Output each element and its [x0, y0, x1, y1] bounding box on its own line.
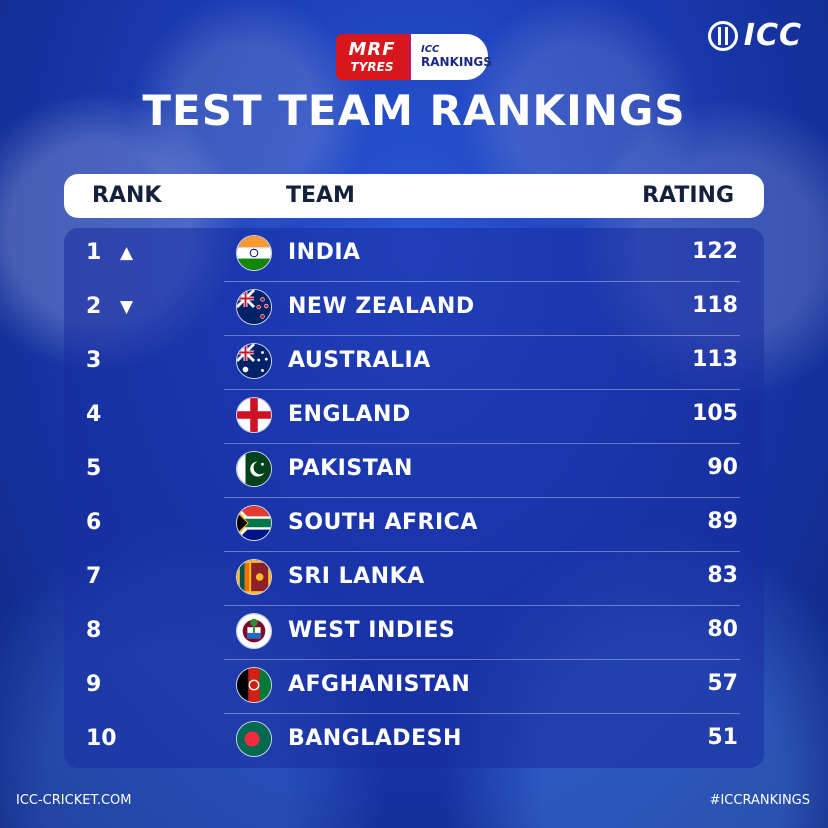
team-rating: 122 — [692, 239, 738, 264]
team-name: INDIA — [288, 240, 361, 265]
table-row: 9 AFGHANISTAN 57 — [64, 660, 764, 714]
mrf-tyres-logo: MRF TYRES — [336, 34, 408, 80]
team-name: AUSTRALIA — [288, 348, 431, 373]
rank-up-arrow-icon: ▲ — [120, 243, 134, 263]
icc-logo: ICC — [707, 18, 802, 53]
team-column-header: TEAM — [286, 183, 355, 208]
england-flag-icon — [236, 397, 272, 433]
row-divider — [224, 281, 740, 282]
team-rating: 105 — [692, 401, 738, 426]
rank-number: 5 — [86, 456, 102, 481]
rank-column-header: RANK — [92, 183, 162, 208]
team-rating: 118 — [692, 293, 738, 318]
rank-number: 7 — [86, 564, 102, 589]
table-row: 7 SRI LANKA 83 — [64, 552, 764, 606]
row-divider — [224, 443, 740, 444]
row-divider — [224, 551, 740, 552]
row-divider — [224, 335, 740, 336]
india-flag-icon — [236, 235, 272, 271]
rank-down-arrow-icon: ▼ — [120, 297, 134, 317]
team-rating: 83 — [707, 563, 738, 588]
row-divider — [224, 389, 740, 390]
rankings-text: RANKINGS — [421, 54, 492, 69]
table-row: 3 AUSTRALIA 113 — [64, 336, 764, 390]
south-africa-flag-icon — [236, 505, 272, 541]
icc-logo-text: ICC — [743, 18, 802, 53]
pakistan-flag-icon — [236, 451, 272, 487]
team-name: PAKISTAN — [288, 456, 413, 481]
team-name: ENGLAND — [288, 402, 411, 427]
rankings-icc-text: ICC — [421, 44, 440, 56]
rank-number: 2 — [86, 294, 102, 319]
rank-number: 8 — [86, 618, 102, 643]
team-rating: 90 — [707, 455, 738, 480]
row-divider — [224, 659, 740, 660]
row-divider — [224, 713, 740, 714]
team-rating: 51 — [707, 725, 738, 750]
rank-number: 4 — [86, 402, 102, 427]
team-name: BANGLADESH — [288, 726, 462, 751]
team-name: NEW ZEALAND — [288, 294, 475, 319]
team-name: WEST INDIES — [288, 618, 456, 643]
team-name: SRI LANKA — [288, 564, 425, 589]
rankings-table: 1 ▲ INDIA 122 2 ▼ NEW ZEALAND 118 3 AUSTRALIA 113 4… — [64, 228, 764, 768]
new-zealand-flag-icon — [236, 289, 272, 325]
mrf-text: MRF — [348, 39, 396, 60]
rank-number: 3 — [86, 348, 102, 373]
table-header: RANK TEAM RATING — [64, 174, 764, 218]
team-name: AFGHANISTAN — [288, 672, 471, 697]
icc-stumps-icon — [707, 20, 738, 51]
team-rating: 80 — [707, 617, 738, 642]
page-title: TEST TEAM RANKINGS — [142, 86, 686, 135]
table-row: 6 SOUTH AFRICA 89 — [64, 498, 764, 552]
table-row: 10 BANGLADESH 51 — [64, 714, 764, 768]
tyres-text: TYRES — [350, 60, 394, 74]
table-row: 8 WEST INDIES 80 — [64, 606, 764, 660]
rank-number: 6 — [86, 510, 102, 535]
team-name: SOUTH AFRICA — [288, 510, 478, 535]
bangladesh-flag-icon — [236, 721, 272, 757]
rating-column-header: RATING — [642, 183, 734, 208]
row-divider — [224, 497, 740, 498]
table-row: 1 ▲ INDIA 122 — [64, 228, 764, 282]
sri-lanka-flag-icon — [236, 559, 272, 595]
rank-number: 1 — [86, 240, 102, 265]
west-indies-flag-icon — [236, 613, 272, 649]
team-rating: 113 — [692, 347, 738, 372]
table-row: 4 ENGLAND 105 — [64, 390, 764, 444]
rank-number: 10 — [86, 726, 117, 751]
row-divider — [224, 605, 740, 606]
team-rating: 89 — [707, 509, 738, 534]
table-row: 5 PAKISTAN 90 — [64, 444, 764, 498]
table-row: 2 ▼ NEW ZEALAND 118 — [64, 282, 764, 336]
rank-number: 9 — [86, 672, 102, 697]
icc-rankings-logo: ICC RANKINGS — [408, 34, 492, 80]
afghanistan-flag-icon — [236, 667, 272, 703]
team-rating: 57 — [707, 671, 738, 696]
sponsor-badge: MRF TYRES ICC RANKINGS — [336, 34, 492, 80]
website-text: ICC-CRICKET.COM — [16, 793, 132, 808]
australia-flag-icon — [236, 343, 272, 379]
hashtag-text: #ICCRANKINGS — [709, 793, 810, 808]
